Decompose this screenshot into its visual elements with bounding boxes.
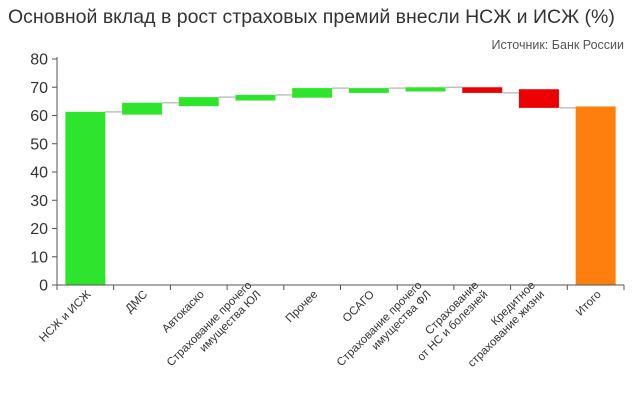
category-label-line: ОСАГО — [341, 289, 377, 325]
category-label-line: ДМС — [124, 289, 151, 316]
chart-title: Основной вклад в рост страховых премий в… — [8, 6, 615, 28]
chart-source: Источник: Банк России — [491, 38, 624, 52]
y-tick-label: 30 — [30, 193, 48, 210]
total-bar — [575, 106, 616, 286]
waterfall-bar — [292, 88, 333, 98]
y-tick-label: 10 — [30, 249, 48, 266]
category-label: ОСАГО — [341, 289, 377, 325]
category-label: НСЖ и ИСЖ — [37, 288, 93, 344]
y-tick-label: 20 — [30, 221, 48, 238]
waterfall-bar — [65, 111, 106, 285]
waterfall-bar — [235, 94, 276, 101]
waterfall-bar — [518, 89, 559, 108]
y-tick-label: 70 — [30, 80, 48, 97]
waterfall-bar — [122, 102, 163, 115]
category-label-line: НСЖ и ИСЖ — [37, 288, 93, 344]
category-label-line: Прочее — [284, 289, 320, 325]
y-tick-label: 80 — [30, 52, 48, 69]
waterfall-bar — [462, 87, 503, 93]
category-label: Страхование прочегоимущества ФЛ — [335, 279, 434, 378]
y-tick-label: 40 — [30, 165, 48, 182]
category-label: ДМС — [124, 289, 151, 316]
y-tick-label: 60 — [30, 108, 48, 125]
y-tick-label: 50 — [30, 136, 48, 153]
y-tick-label: 0 — [39, 278, 48, 295]
waterfall-bar — [178, 97, 219, 107]
category-label: Итого — [574, 289, 604, 319]
waterfall-bar — [405, 87, 446, 92]
category-label: Страхование прочегоимущества ЮЛ — [165, 279, 264, 378]
category-label-line: Итого — [574, 289, 604, 319]
waterfall-bar — [348, 88, 389, 93]
category-label: Прочее — [284, 289, 320, 325]
